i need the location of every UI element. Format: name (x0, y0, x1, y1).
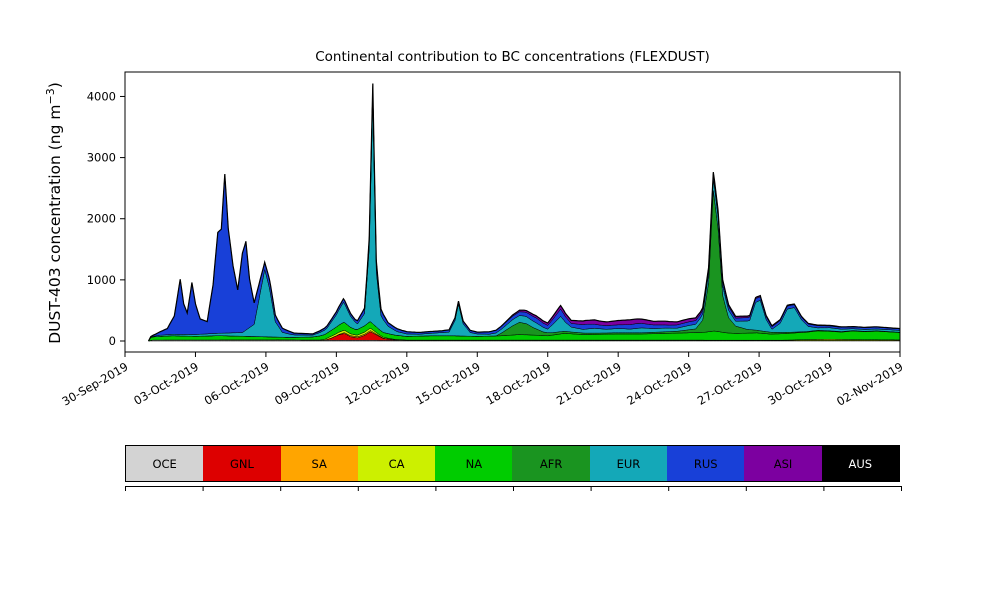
legend-item-OCE: OCE (126, 446, 204, 481)
legend: OCE GNL SA CA NA AFR EUR RUS ASI AUS (125, 445, 900, 482)
y-tick-label: 2000 (87, 212, 116, 226)
x-tick-label: 06-Oct-2019 (202, 359, 272, 407)
legend-label: SA (311, 456, 327, 471)
legend-label: NA (465, 456, 483, 471)
legend-axis (125, 486, 902, 491)
x-tick-label: 30-Oct-2019 (765, 359, 835, 407)
x-tick-label: 24-Oct-2019 (624, 359, 694, 407)
x-tick-label: 09-Oct-2019 (272, 359, 342, 407)
x-tick-label: 12-Oct-2019 (343, 359, 413, 407)
legend-item-EUR: EUR (589, 446, 668, 481)
x-tick-label: 30-Sep-2019 (60, 359, 131, 408)
legend-label: ASI (773, 456, 793, 471)
x-tick-label: 02-Nov-2019 (834, 359, 905, 408)
stack-total-outline (147, 83, 901, 342)
legend-label: GNL (229, 456, 254, 471)
legend-label: RUS (693, 456, 718, 471)
legend-item-ASI: ASI (744, 446, 822, 481)
legend-label: EUR (616, 456, 641, 471)
y-tick-label: 4000 (87, 89, 116, 103)
legend-label: AFR (539, 456, 563, 471)
legend-item-AFR: AFR (512, 446, 590, 481)
legend-item-SA: SA (280, 446, 358, 481)
legend-item-CA: CA (357, 446, 436, 481)
y-tick-label: 3000 (87, 151, 116, 165)
legend-item-RUS: RUS (667, 446, 745, 481)
x-tick-label: 27-Oct-2019 (695, 359, 765, 407)
y-tick-label: 0 (109, 334, 116, 348)
legend-item-NA: NA (435, 446, 513, 481)
x-tick-label: 15-Oct-2019 (413, 359, 483, 407)
legend-item-GNL: GNL (203, 446, 281, 481)
x-tick-label: 18-Oct-2019 (484, 359, 554, 407)
axes-box (124, 71, 901, 353)
legend-item-AUS: AUS (821, 446, 899, 481)
chart-title: Continental contribution to BC concentra… (315, 49, 710, 65)
legend-label: AUS (848, 456, 873, 471)
x-tick-label: 21-Oct-2019 (554, 359, 624, 407)
y-tick-label: 1000 (87, 273, 116, 287)
legend-label: OCE (152, 456, 177, 471)
x-tick-label: 03-Oct-2019 (131, 359, 201, 407)
legend-label: CA (388, 456, 405, 471)
